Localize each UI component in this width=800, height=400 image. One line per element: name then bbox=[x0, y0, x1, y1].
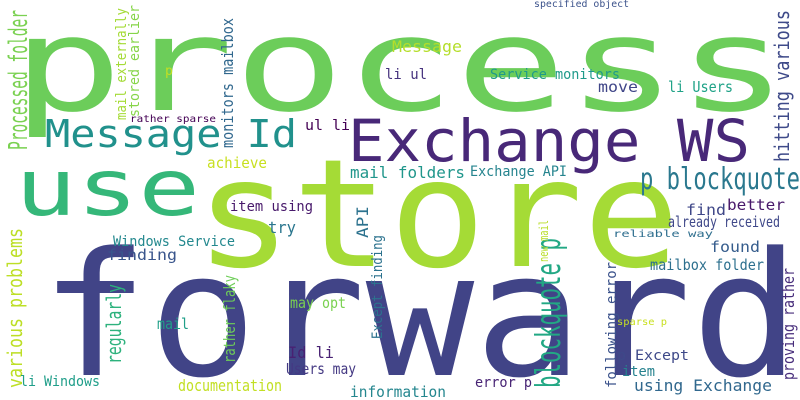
word-sparse-p: sparse p bbox=[617, 317, 667, 328]
word-mailbox-folder: mailbox folder bbox=[650, 256, 764, 274]
word-p: p bbox=[165, 64, 173, 79]
word-mail: mail bbox=[157, 315, 189, 333]
word-exchange-api: Exchange API bbox=[470, 164, 567, 180]
word-information: information bbox=[350, 383, 446, 400]
word-find: find bbox=[686, 201, 726, 219]
word-may-opt: may opt bbox=[290, 294, 346, 312]
word-monitors-mailbox: monitors mailbox bbox=[218, 17, 237, 148]
word-li-users: li Users bbox=[668, 78, 733, 96]
word-ul-li: ul li bbox=[305, 118, 350, 134]
word-specified-object: specified object bbox=[534, 0, 629, 10]
word-using-exchange: using Exchange bbox=[634, 376, 772, 395]
word-already-received: already received bbox=[668, 213, 780, 231]
word-processed-folder: Processed folder bbox=[4, 9, 34, 150]
word-store: store bbox=[195, 128, 680, 302]
word-users-may: Users may bbox=[286, 360, 356, 378]
word-rather-sparse: rather sparse bbox=[130, 114, 216, 125]
word-move: move bbox=[598, 78, 638, 96]
word-id-li: Id li bbox=[288, 343, 334, 362]
word-except-finding: Except finding bbox=[370, 235, 386, 339]
word-p-blockquote: p blockquote bbox=[640, 162, 800, 197]
word-regularly: regularly bbox=[102, 284, 126, 364]
word-finding: finding bbox=[107, 246, 177, 264]
word-service-monitors: Service monitors bbox=[490, 67, 620, 83]
word-li-ul: li ul bbox=[385, 67, 427, 83]
word-stored-earlier: stored earlier bbox=[127, 4, 143, 117]
word-item-using: item using bbox=[230, 199, 313, 215]
word-api: API bbox=[353, 206, 372, 238]
word-try: try bbox=[268, 218, 296, 237]
word-forward: forward bbox=[40, 215, 800, 400]
word-process: process bbox=[12, 0, 788, 141]
word-windows-service: Windows Service bbox=[113, 234, 235, 250]
word-mail-folders: mail folders bbox=[350, 163, 465, 182]
word-proving-rather: proving rather bbox=[779, 268, 798, 380]
word-reliable-way: reliable way bbox=[613, 229, 713, 240]
word-message: Message bbox=[392, 37, 462, 56]
word-better: better bbox=[727, 196, 785, 214]
word-item: item bbox=[622, 364, 655, 380]
word-p-except: p Except bbox=[617, 348, 689, 364]
word-documentation: documentation bbox=[178, 376, 282, 395]
word-found: found bbox=[710, 238, 760, 256]
word-li-windows: li Windows bbox=[20, 374, 100, 390]
word-hitting-various: hitting various bbox=[770, 9, 794, 162]
word-rather-flaky: rather flaky bbox=[220, 275, 239, 363]
word-new-mail: new mail bbox=[537, 220, 551, 262]
word-various-problems: various problems bbox=[3, 228, 27, 388]
word-achieve: achieve bbox=[207, 154, 267, 172]
word-message-id: Message Id bbox=[45, 112, 297, 156]
word-exchange-ws: Exchange WS bbox=[348, 107, 750, 175]
word-use: use bbox=[15, 144, 200, 234]
word-error-p: error p bbox=[475, 375, 532, 391]
